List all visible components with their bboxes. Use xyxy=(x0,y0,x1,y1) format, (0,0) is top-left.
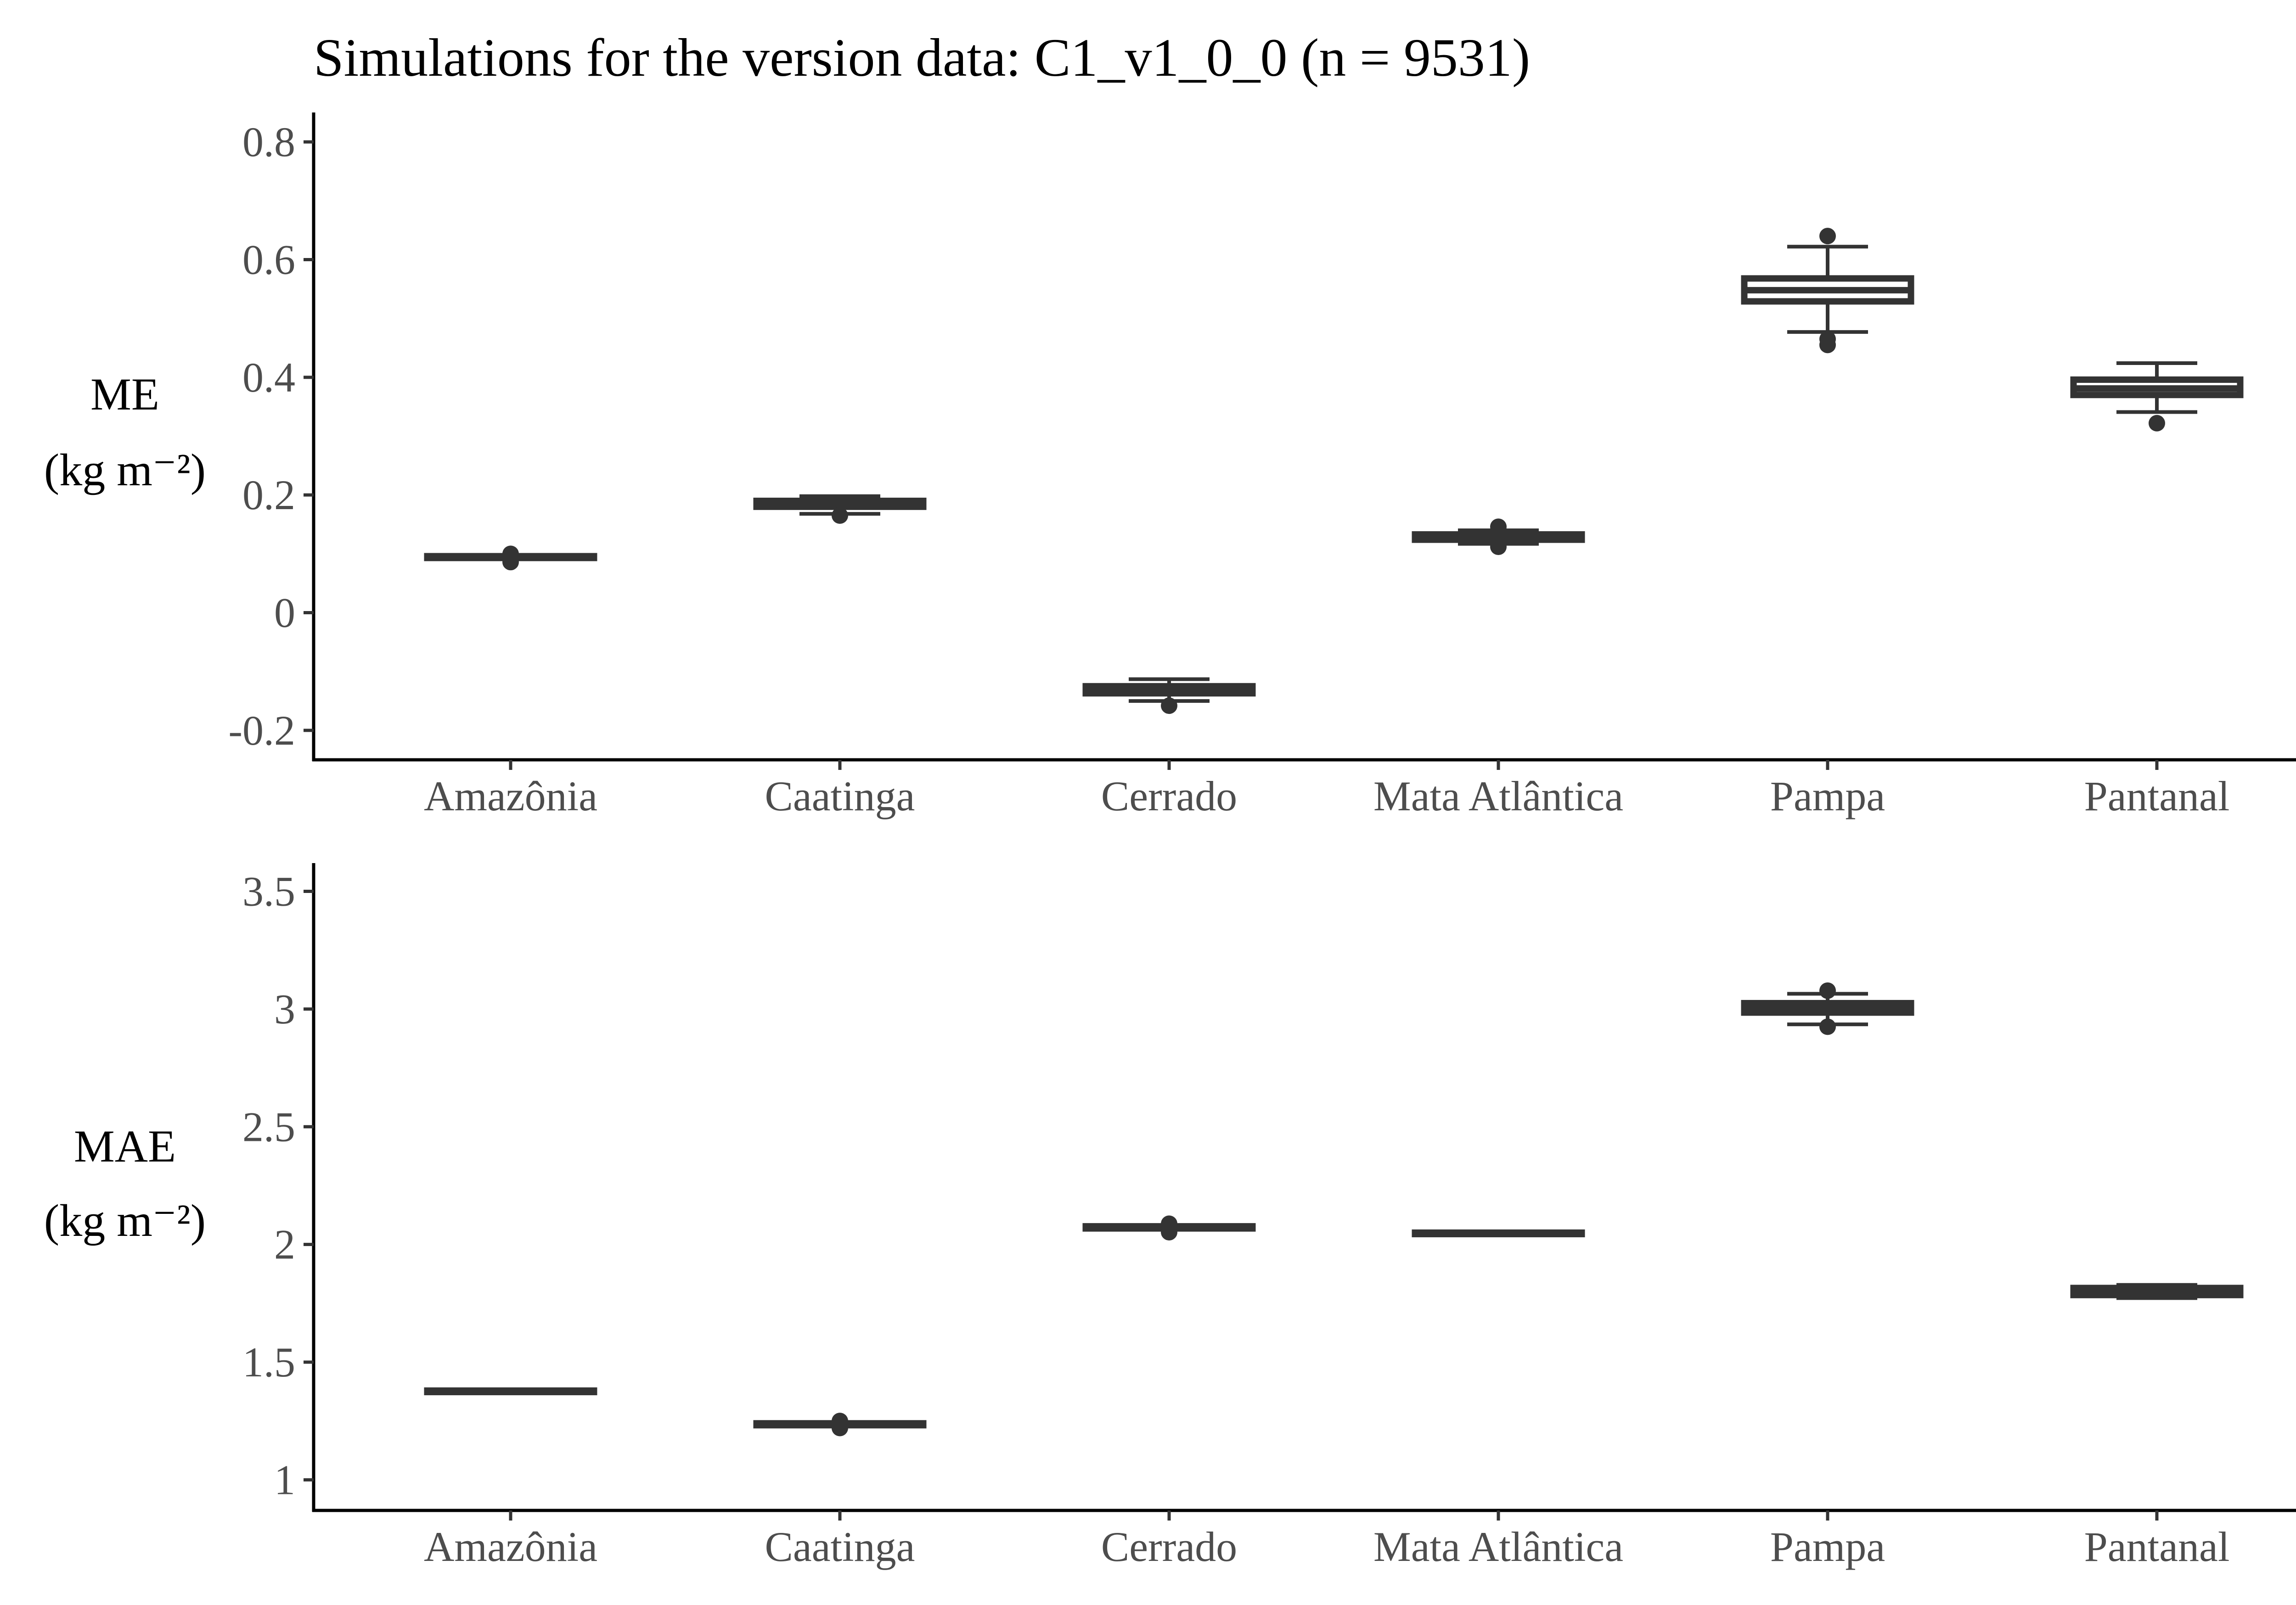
me-y-tick-label: 0.4 xyxy=(242,354,295,401)
outlier-point xyxy=(832,507,848,524)
me-y-tick-label: 0 xyxy=(274,589,295,636)
mae-y-tick-label: 3.5 xyxy=(242,868,295,915)
me-x-tick-label: Caatinga xyxy=(765,773,915,819)
mae-panel: MAE (kg m⁻²) 1 1.5 2 2.5 3 3.5 Amazônia Caating… xyxy=(44,863,2296,1570)
me-y-tick-label: -0.2 xyxy=(228,707,295,754)
me-box-2 xyxy=(753,494,927,524)
me-panel: ME (kg m⁻²) -0.2 0 0.2 0.4 0.6 0.8 Amazônia Caa… xyxy=(44,112,2296,819)
outlier-point xyxy=(502,545,519,562)
outlier-point xyxy=(2149,415,2165,432)
me-y-tick-label: 0.6 xyxy=(242,236,295,283)
mae-x-tick-label: Mata Atlântica xyxy=(1373,1523,1623,1570)
mae-x-tick-label: Cerrado xyxy=(1101,1523,1237,1570)
outlier-point xyxy=(832,1413,848,1430)
me-ylabel-unit: (kg m⁻²) xyxy=(44,444,206,495)
mae-x-tick-label: Amazônia xyxy=(424,1523,597,1570)
mae-box-1 xyxy=(424,1387,597,1396)
me-y-tick-label: 0.8 xyxy=(242,118,295,165)
outlier-point xyxy=(1490,538,1507,555)
me-box-6 xyxy=(2070,361,2244,432)
me-box-3 xyxy=(1082,677,1256,714)
me-y-tick-label: 0.2 xyxy=(242,471,295,518)
mae-box-6 xyxy=(2070,1283,2244,1300)
mae-ylabel-unit: (kg m⁻²) xyxy=(44,1195,206,1246)
me-ylabel-name: ME xyxy=(90,369,159,420)
outlier-point xyxy=(1819,1018,1836,1035)
mae-box-5 xyxy=(1741,982,1914,1035)
me-x-tick-label: Pampa xyxy=(1770,773,1885,819)
me-x-tick-label: Mata Atlântica xyxy=(1373,773,1623,819)
outlier-point xyxy=(1819,331,1836,348)
outlier-point xyxy=(1819,228,1836,245)
mae-y-tick-label: 1 xyxy=(274,1456,295,1503)
me-box-5 xyxy=(1741,228,1914,354)
mae-x-tick-label: Pantanal xyxy=(2084,1523,2230,1570)
me-box-4 xyxy=(1412,518,1585,555)
mae-y-tick-label: 2 xyxy=(274,1221,295,1268)
outlier-point xyxy=(1490,518,1507,535)
chart-title: Simulations for the version data: C1_v1_… xyxy=(314,28,1530,88)
mae-x-tick-label: Pampa xyxy=(1770,1523,1885,1570)
me-x-tick-label: Cerrado xyxy=(1101,773,1237,819)
me-x-tick-label: Pantanal xyxy=(2084,773,2230,819)
mae-y-tick-label: 2.5 xyxy=(242,1103,295,1150)
outlier-point xyxy=(1819,982,1836,999)
mae-y-tick-label: 3 xyxy=(274,986,295,1033)
mae-y-tick-label: 1.5 xyxy=(242,1339,295,1386)
mae-box-4 xyxy=(1412,1229,1585,1238)
mae-x-tick-label: Caatinga xyxy=(765,1523,915,1570)
mae-ylabel-name: MAE xyxy=(74,1121,176,1172)
me-x-tick-label: Amazônia xyxy=(424,773,597,819)
outlier-point xyxy=(1161,1215,1177,1232)
mae-box-2 xyxy=(753,1413,927,1437)
me-box-1 xyxy=(424,545,597,571)
mae-box-3 xyxy=(1082,1215,1256,1240)
outlier-point xyxy=(1161,697,1177,714)
